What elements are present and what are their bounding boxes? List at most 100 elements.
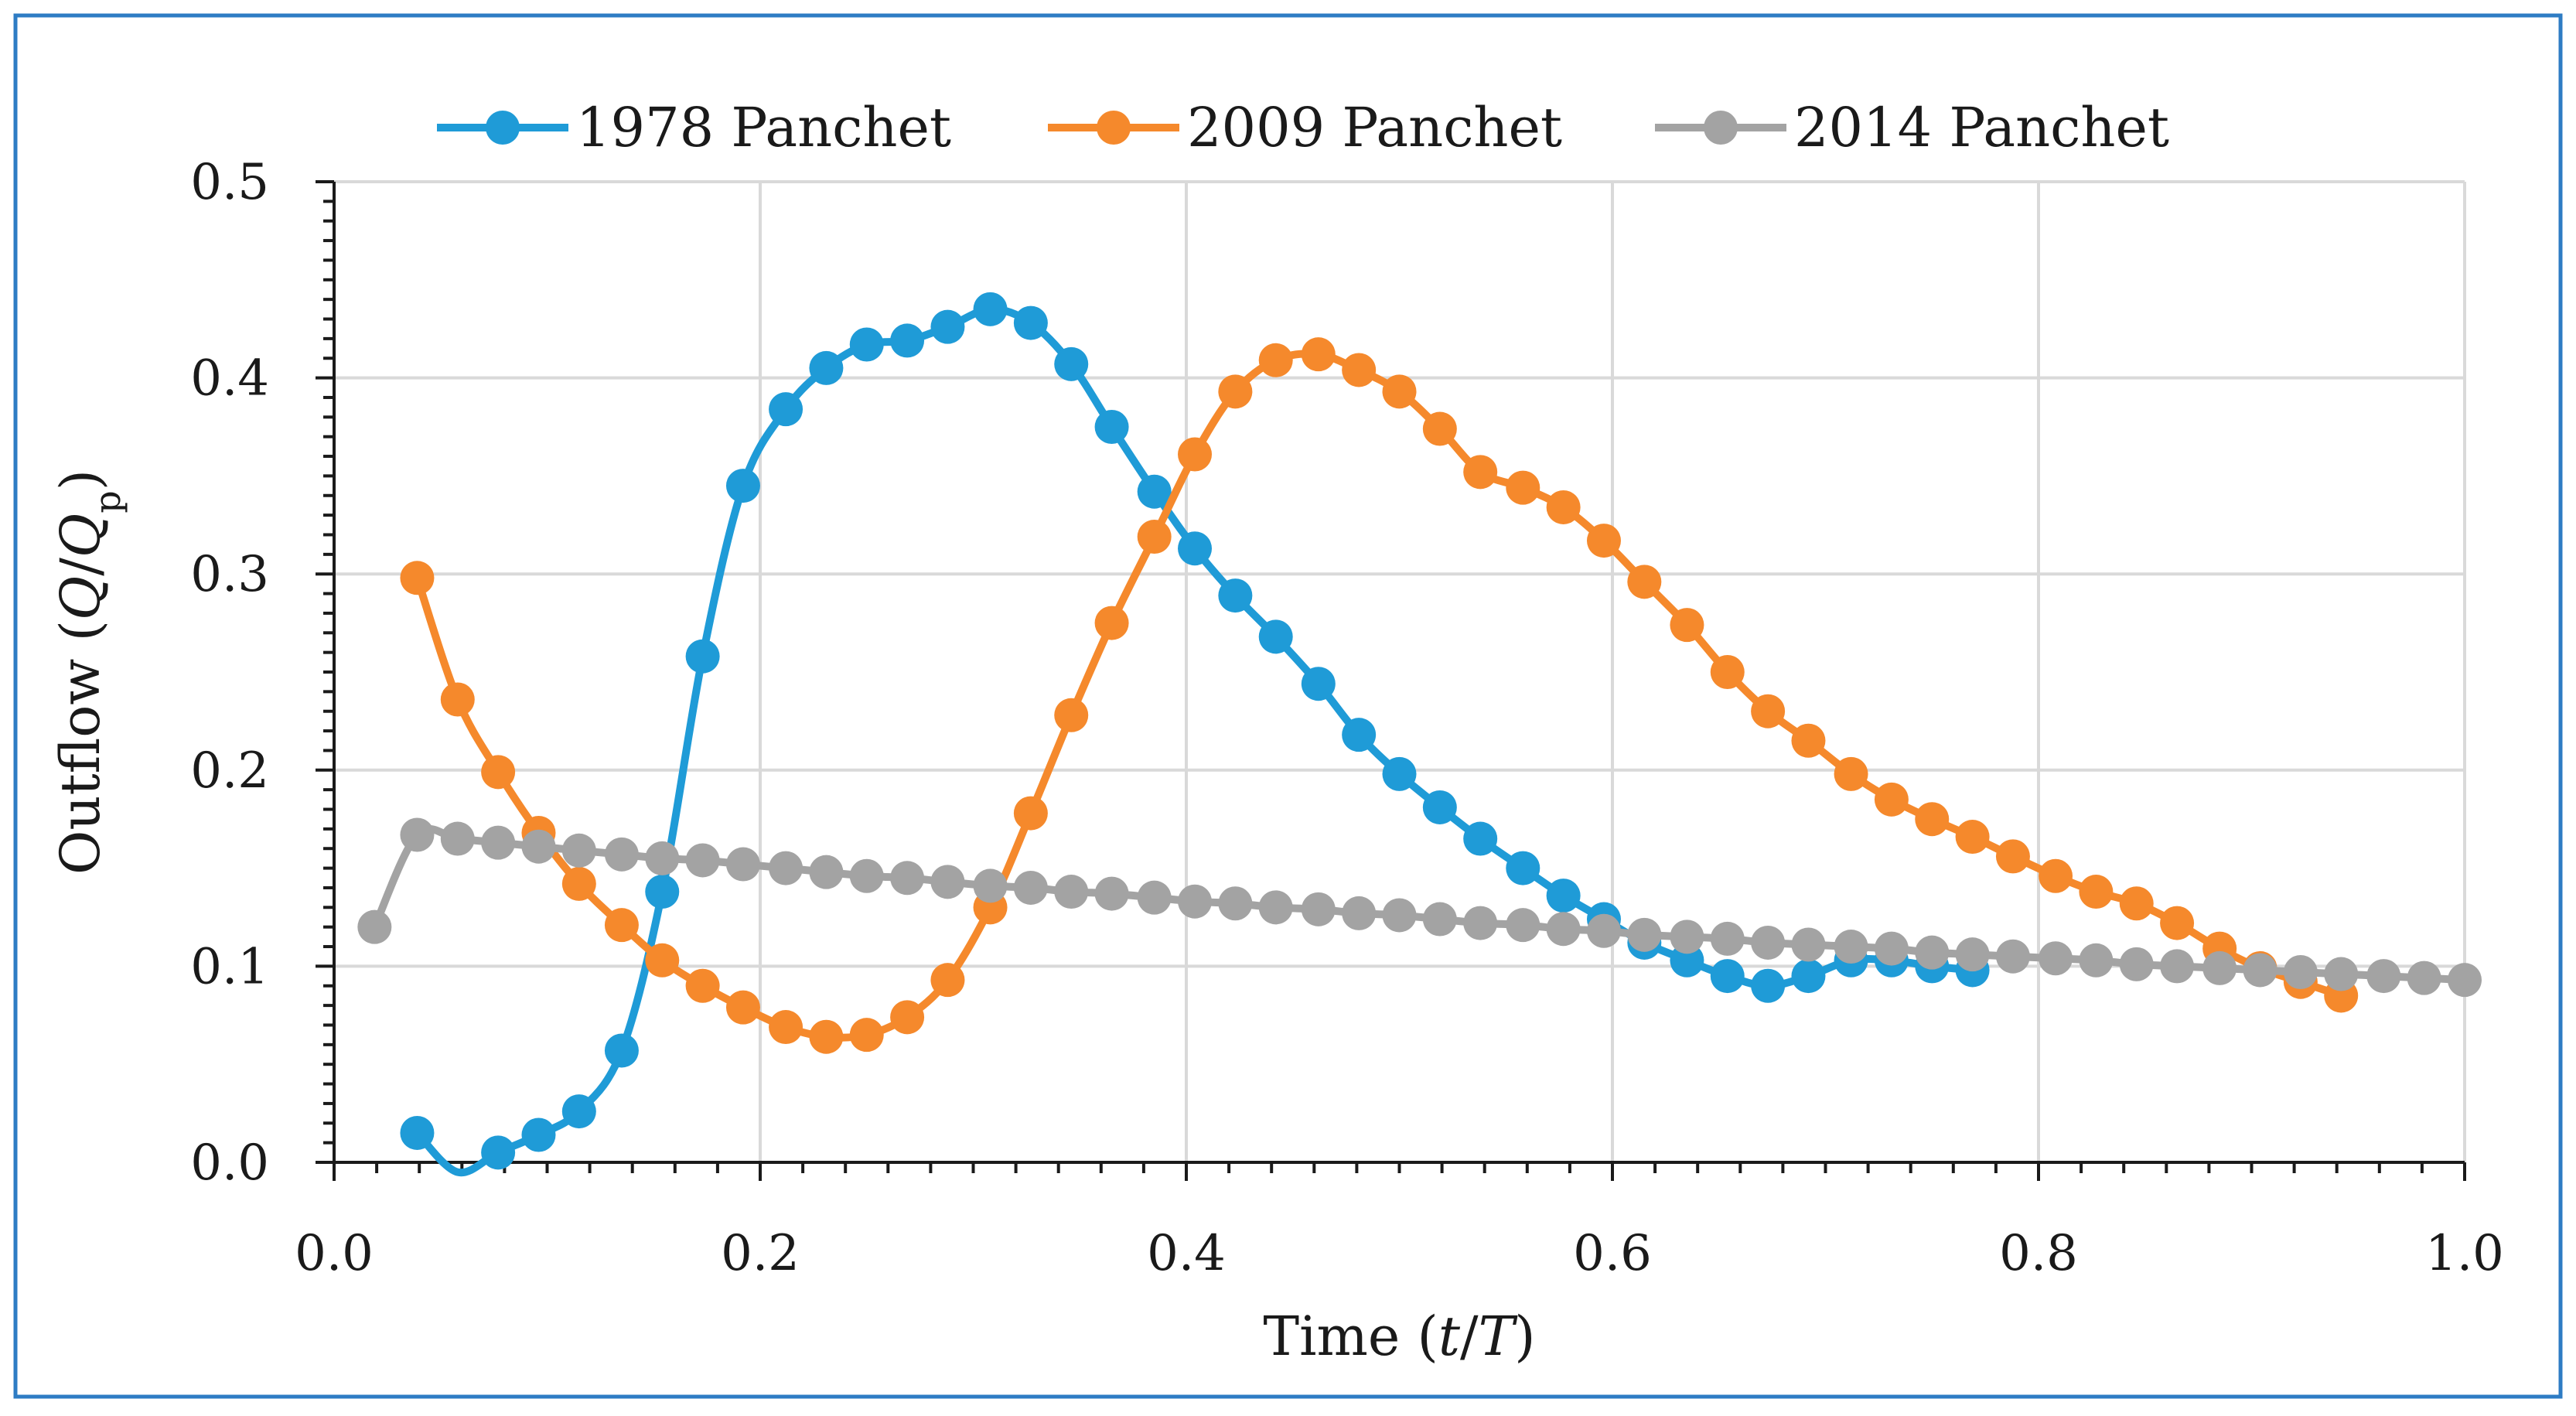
- data-point: [973, 868, 1008, 903]
- data-point: [890, 1000, 925, 1035]
- data-point: [2079, 875, 2114, 909]
- data-point: [2202, 950, 2237, 985]
- y-tick-label: 0.2: [190, 742, 269, 800]
- data-point: [849, 858, 884, 893]
- data-point: [685, 968, 720, 1003]
- data-point: [1013, 796, 1048, 831]
- data-point: [849, 327, 884, 362]
- data-point: [1874, 931, 1909, 966]
- series-layer: [357, 292, 2482, 1177]
- x-tick-label: 0.0: [295, 1225, 374, 1282]
- data-point: [1915, 935, 1950, 970]
- data-point: [521, 829, 556, 864]
- data-point: [1013, 870, 1048, 905]
- data-point: [1586, 913, 1621, 948]
- data-point: [890, 323, 925, 358]
- legend-label: 1978 Panchet: [576, 96, 951, 159]
- data-point: [685, 843, 720, 878]
- chart-frame-border: [13, 13, 2563, 1399]
- data-point: [645, 875, 680, 909]
- y-axis-title: Outflow (Q/Qp): [49, 469, 128, 875]
- data-point: [1342, 353, 1377, 387]
- data-point: [1506, 908, 1540, 943]
- data-point: [890, 861, 925, 896]
- data-point: [561, 1094, 596, 1129]
- x-tick-label: 0.2: [721, 1225, 800, 1282]
- data-point: [2039, 941, 2073, 976]
- data-point: [1422, 902, 1457, 937]
- x-axis-title: Time (t/T): [1263, 1305, 1535, 1368]
- data-point: [1178, 531, 1213, 566]
- legend-item: 2014 Panchet: [1655, 96, 2169, 159]
- grid-lines: [334, 180, 2466, 1162]
- data-point: [1955, 820, 1990, 855]
- data-point: [1218, 578, 1253, 613]
- data-point: [1627, 565, 1662, 599]
- data-point: [1137, 520, 1172, 554]
- data-point: [1382, 374, 1417, 409]
- data-point: [2119, 886, 2154, 921]
- data-point: [1422, 411, 1457, 446]
- data-point: [809, 1019, 844, 1054]
- data-point: [561, 833, 596, 868]
- data-point: [930, 963, 965, 998]
- y-tick-label: 0.5: [190, 154, 269, 211]
- data-point: [2160, 906, 2195, 940]
- data-point: [357, 909, 392, 944]
- data-point: [1382, 898, 1417, 933]
- series-2009-panchet: [400, 337, 2359, 1054]
- data-point: [1791, 723, 1826, 758]
- legend-label: 2014 Panchet: [1794, 96, 2169, 159]
- data-point: [1834, 756, 1868, 791]
- data-point: [1137, 474, 1172, 509]
- data-point: [2039, 858, 2073, 893]
- data-point: [1218, 886, 1253, 921]
- data-point: [440, 682, 475, 717]
- data-point: [1710, 921, 1745, 956]
- data-point: [930, 309, 965, 344]
- x-tick-label: 0.4: [1147, 1225, 1226, 1282]
- series-line: [413, 350, 2342, 1042]
- data-point: [481, 755, 516, 790]
- data-point: [481, 1135, 516, 1170]
- data-point: [604, 1033, 639, 1068]
- data-point: [1258, 890, 1293, 925]
- data-point: [725, 990, 760, 1025]
- data-point: [1178, 884, 1213, 919]
- data-point: [685, 639, 720, 674]
- data-point: [1546, 912, 1581, 947]
- data-point: [1791, 927, 1826, 962]
- data-point: [809, 855, 844, 889]
- series-1978-panchet: [400, 292, 1990, 1177]
- data-point: [1054, 346, 1089, 381]
- legend-marker: [1704, 111, 1738, 145]
- data-point: [1054, 875, 1089, 909]
- data-point: [1258, 343, 1293, 377]
- y-tick-label: 0.3: [190, 546, 269, 603]
- data-point: [400, 1115, 435, 1150]
- legend-marker: [486, 111, 520, 145]
- data-point: [1710, 655, 1745, 689]
- y-tick-label: 0.0: [190, 1135, 269, 1192]
- data-point: [2119, 947, 2154, 981]
- data-point: [1834, 930, 1868, 964]
- data-point: [1094, 410, 1129, 444]
- data-point: [1995, 939, 2030, 974]
- data-point: [1137, 880, 1172, 915]
- data-point: [1178, 437, 1213, 472]
- data-point: [930, 865, 965, 899]
- series-2014-panchet: [357, 817, 2482, 998]
- data-point: [1670, 920, 1704, 954]
- data-point: [1546, 879, 1581, 913]
- legend-marker: [1097, 111, 1131, 145]
- data-point: [725, 469, 760, 503]
- data-point: [769, 392, 804, 427]
- data-point: [1874, 782, 1909, 817]
- legend-label: 2009 Panchet: [1187, 96, 1562, 159]
- data-point: [1546, 490, 1581, 524]
- x-tick-label: 0.6: [1573, 1225, 1652, 1282]
- data-point: [725, 847, 760, 882]
- data-point: [769, 851, 804, 885]
